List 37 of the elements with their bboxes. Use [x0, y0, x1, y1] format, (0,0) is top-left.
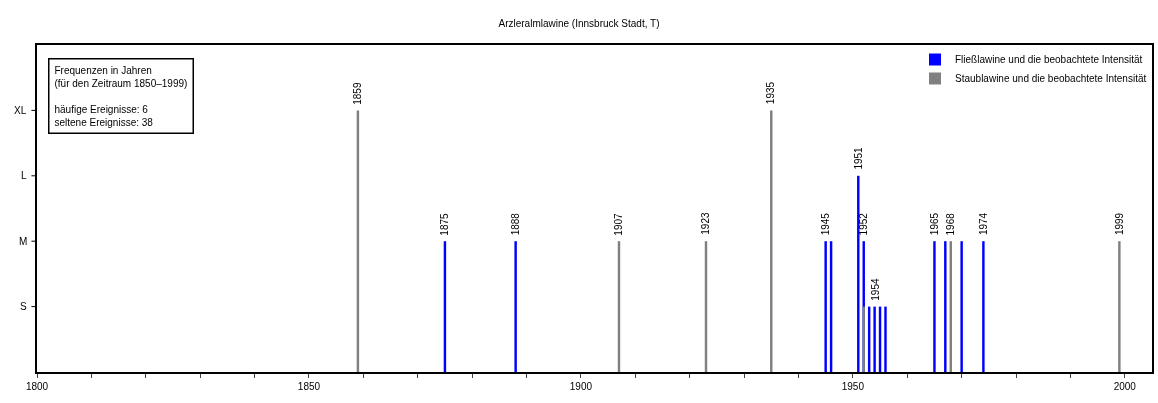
- annotation: 1954: [869, 278, 881, 301]
- annotation: 1945: [819, 212, 831, 236]
- bar: [1118, 241, 1121, 372]
- annotation: 1888: [509, 212, 521, 236]
- x-tick-label: 1800: [25, 380, 49, 392]
- bar: [514, 241, 517, 372]
- x-tick-label: 1950: [841, 380, 865, 392]
- chart-title: Arzleralmlawine (Innsbruck Stadt, T): [498, 18, 660, 30]
- annotation: 1859: [352, 82, 363, 105]
- annotation: 1923: [700, 212, 712, 235]
- text: XL: [14, 105, 27, 116]
- x-tick-label: 2000: [1113, 380, 1137, 392]
- annotation: 1951: [852, 146, 864, 170]
- bar: [873, 306, 876, 372]
- annotation: 1907: [613, 213, 625, 236]
- bar: [884, 306, 887, 372]
- annotation: 1974: [977, 212, 989, 236]
- annotation: 1952: [858, 212, 870, 236]
- text: L: [21, 170, 27, 181]
- text: Frequenzen in Jahren (für den Zeitraum 1850–1999) häufige Ereignisse: 6 seltene Ereignisse: 38: [54, 64, 188, 128]
- bar: [857, 175, 860, 372]
- legend-label: Fließlawine und die beobachtete Intensität: [955, 54, 1143, 66]
- x-tick-label: 1850: [297, 380, 321, 392]
- legend-label: Staublawine und die beobachtete Intensität: [955, 73, 1147, 85]
- text: S: [20, 301, 27, 312]
- bar: [982, 241, 985, 372]
- x-tick-label: 1900: [569, 380, 593, 392]
- annotation: 1999: [1113, 212, 1125, 236]
- bar: [933, 241, 936, 372]
- bar: [944, 241, 947, 372]
- text: M: [19, 236, 28, 247]
- bar: [960, 241, 963, 372]
- annotation: 1965: [928, 212, 940, 236]
- bar: [824, 241, 827, 372]
- annotation: 1935: [765, 81, 777, 105]
- annotation: 1968: [945, 212, 957, 236]
- annotation: 1875: [439, 212, 451, 236]
